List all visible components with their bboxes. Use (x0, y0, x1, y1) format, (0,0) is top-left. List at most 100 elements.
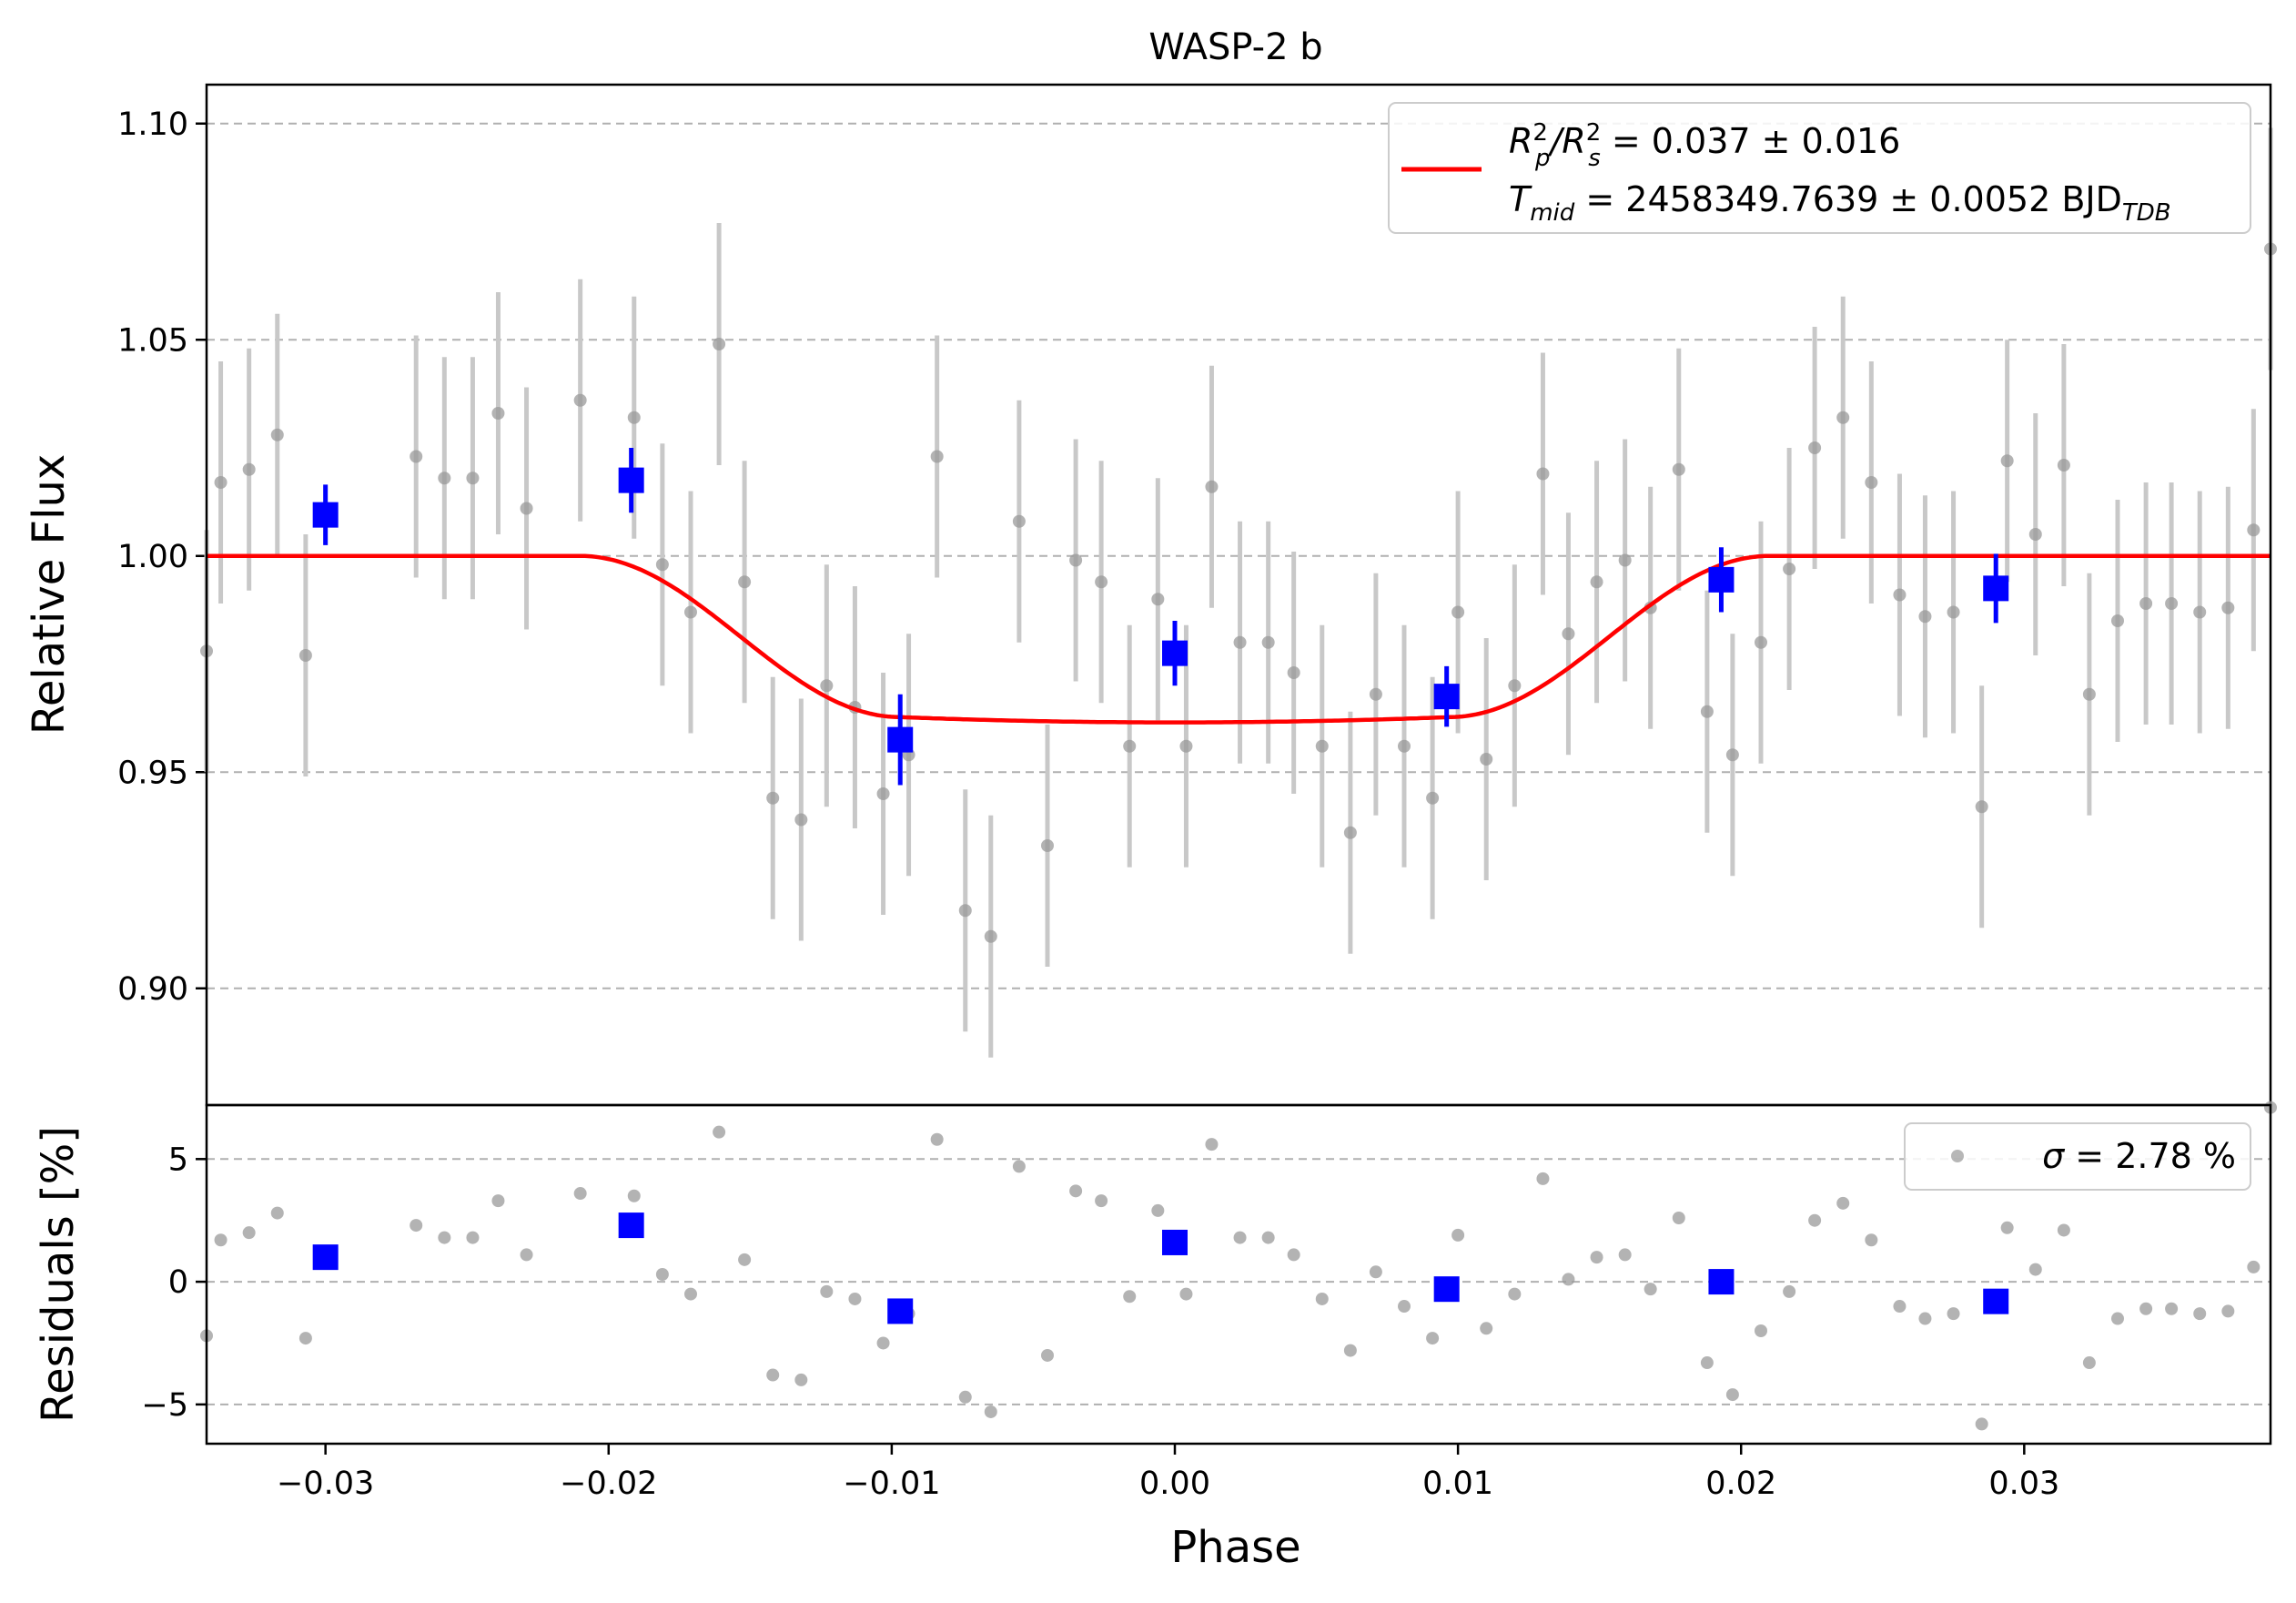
legend-radius-ratio-text: R2 p/R2 s = 0.037 ± 0.016 (1509, 119, 1900, 172)
raw-data-point (1725, 748, 1739, 762)
raw-data-point (930, 450, 944, 463)
residual-data-point (820, 1284, 834, 1298)
residual-binned-series (312, 1212, 2009, 1324)
residual-legend: σ = 2.78 % (1904, 1122, 2251, 1191)
y-axis-title-main: Relative Flux (24, 454, 75, 736)
x-tick-label: 0.01 (1422, 1466, 1493, 1502)
raw-data-point (1012, 514, 1026, 528)
residual-data-point (1012, 1160, 1026, 1173)
main-y-tick-label: 1.10 (117, 107, 188, 143)
x-axis-title: Phase (1170, 1522, 1300, 1573)
residual-data-point (410, 1219, 423, 1233)
residual-data-point (1179, 1287, 1193, 1301)
residual-data-point (214, 1233, 228, 1247)
raw-data-point (876, 787, 890, 800)
residual-data-point (1672, 1212, 1685, 1224)
y-axis-title-residuals: Residuals [%] (33, 1126, 84, 1423)
raw-data-point (713, 338, 726, 350)
residual-data-point (1069, 1184, 1083, 1198)
raw-data-point (1451, 605, 1465, 619)
raw-data-point (2139, 597, 2153, 610)
residual-data-point (2057, 1223, 2070, 1237)
residual-data-point (1041, 1348, 1054, 1362)
residual-data-point (1725, 1388, 1739, 1402)
residual-y-tick-label: 5 (168, 1141, 188, 1178)
raw-data-point (1508, 679, 1522, 693)
raw-data-point (573, 393, 587, 407)
residual-data-point (2028, 1263, 2042, 1276)
raw-data-point (1836, 411, 1850, 424)
x-tick-label: −0.01 (843, 1466, 940, 1502)
raw-data-point (1343, 826, 1357, 839)
residual-data-point (1755, 1324, 1767, 1337)
raw-data-point (820, 679, 834, 693)
x-tick-label: −0.03 (277, 1466, 374, 1502)
raw-data-point (1205, 480, 1219, 493)
residual-data-point (1287, 1248, 1300, 1262)
residual-y-ticks: 5 0 −5 (141, 1141, 207, 1424)
main-legend: R2 p/R2 s = 0.037 ± 0.016 Tmid = 2458349.7… (1388, 102, 2251, 234)
transit-model-series (207, 553, 2271, 725)
raw-data-point (298, 649, 312, 662)
raw-data-point (1123, 739, 1137, 753)
residual-data-point (1783, 1284, 1796, 1298)
residual-data-point (438, 1231, 451, 1244)
residual-binned-point (1433, 1276, 1460, 1303)
raw-data-point (1179, 739, 1193, 753)
residual-data-point (573, 1187, 587, 1201)
raw-data-point (1069, 553, 1083, 567)
x-ticks: −0.03 −0.02 −0.01 0.00 0.01 0.02 0.03 (277, 1444, 2059, 1502)
raw-data-point (1041, 839, 1054, 852)
residual-binned-point (618, 1212, 644, 1239)
legend-tmid-text: Tmid = 2458349.7639 ± 0.0052 BJDTDB (1509, 179, 2171, 227)
raw-data-point (1808, 441, 1822, 454)
residual-binned-point (1708, 1269, 1735, 1295)
residual-y-tick-label: −5 (141, 1387, 188, 1424)
raw-data-point (1755, 635, 1767, 649)
residual-data-point (1151, 1203, 1165, 1217)
raw-data-point (1315, 739, 1329, 753)
residual-data-point (794, 1373, 808, 1386)
binned-data-point (1983, 575, 2009, 602)
main-legend-box (1388, 102, 2251, 234)
raw-data-point (1562, 627, 1575, 641)
residual-data-point (766, 1368, 780, 1382)
residual-legend-box (1904, 1122, 2251, 1191)
main-panel: 0.90 0.95 1.00 1.05 1.10 R2 p/R2 s = 0.037 ± 0… (117, 83, 2277, 1107)
residual-legend-marker (1951, 1150, 1964, 1162)
raw-data-point (627, 411, 641, 424)
residual-data-point (1644, 1283, 1657, 1296)
residual-data-point (1095, 1194, 1108, 1208)
residual-data-point (1233, 1231, 1247, 1244)
residual-data-point (655, 1268, 669, 1281)
raw-data-point (655, 558, 669, 572)
raw-data-point (1700, 705, 1714, 718)
binned-data-point (1708, 566, 1735, 593)
raw-data-point (270, 428, 284, 441)
x-tick-label: 0.03 (1988, 1466, 2059, 1502)
raw-data-point (1261, 635, 1275, 649)
residual-data-point (1261, 1231, 1275, 1244)
binned-data-series (312, 448, 2009, 786)
raw-data-point (1095, 575, 1108, 589)
residual-data-point (1398, 1300, 1411, 1314)
residual-data-point (2247, 1260, 2261, 1273)
raw-data-point (438, 472, 451, 485)
residual-data-point (2082, 1356, 2096, 1370)
residual-data-point (848, 1292, 862, 1305)
residual-panel: 5 0 −5 σ = 2.78 % (141, 1101, 2277, 1446)
residual-legend-sigma-text: σ = 2.78 % (2042, 1136, 2236, 1176)
residual-data-point (2139, 1302, 2153, 1315)
raw-data-point (2111, 614, 2124, 627)
raw-data-point (2165, 597, 2179, 610)
transit-model-line (207, 553, 2271, 725)
raw-data-point (1369, 687, 1382, 701)
raw-data-point (2000, 454, 2014, 468)
residual-data-point (1369, 1265, 1382, 1279)
raw-data-point (958, 904, 972, 918)
residual-gridlines (207, 1158, 2271, 1405)
residual-data-point (1865, 1233, 1878, 1247)
main-y-tick-label: 1.00 (117, 539, 188, 575)
residual-binned-point (1983, 1288, 2009, 1314)
residual-data-point (930, 1132, 944, 1146)
